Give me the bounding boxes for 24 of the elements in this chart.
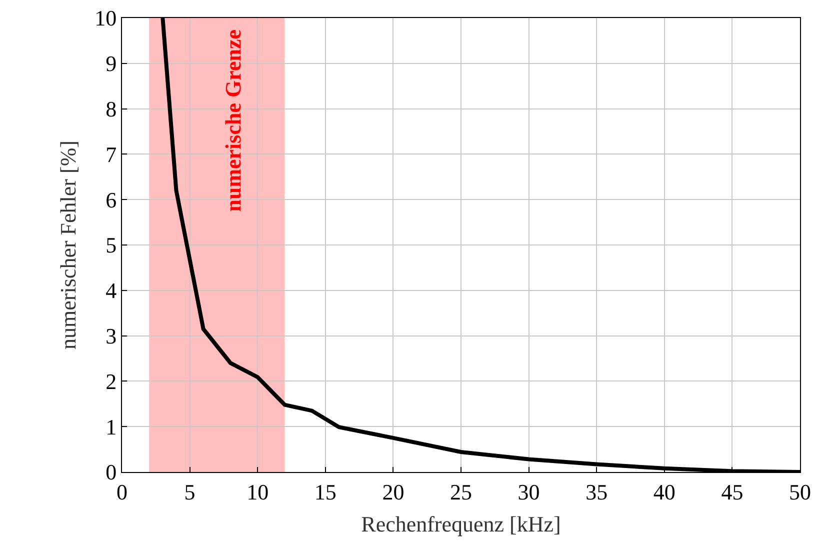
x-tick-label: 50 <box>789 479 811 504</box>
x-tick-label: 35 <box>586 479 608 504</box>
band-label: numerische Grenze <box>220 29 246 212</box>
x-tick-label: 30 <box>518 479 540 504</box>
x-tick-label: 25 <box>450 479 472 504</box>
y-tick-label: 9 <box>106 51 117 76</box>
y-axis-title: numerischer Fehler [%] <box>55 140 80 350</box>
x-tick-label: 5 <box>184 479 196 504</box>
x-axis-title: Rechenfrequenz [kHz] <box>361 511 561 536</box>
x-tick-label: 15 <box>314 479 336 504</box>
y-tick-label: 5 <box>106 232 117 258</box>
y-tick-label: 0 <box>106 460 117 485</box>
y-tick-label: 10 <box>94 6 117 31</box>
x-tick-label: 20 <box>382 479 404 504</box>
y-tick-label: 4 <box>106 278 117 304</box>
y-tick-label: 8 <box>106 96 117 122</box>
y-tick-label: 2 <box>106 368 117 394</box>
y-tick-label: 1 <box>106 414 117 440</box>
y-tick-label: 3 <box>106 324 117 348</box>
x-tick-label: 10 <box>246 479 269 504</box>
x-tick-label: 45 <box>721 479 744 504</box>
x-tick-label: 40 <box>653 479 676 504</box>
y-tick-label: 7 <box>106 142 117 167</box>
y-tick-label: 6 <box>106 187 117 212</box>
